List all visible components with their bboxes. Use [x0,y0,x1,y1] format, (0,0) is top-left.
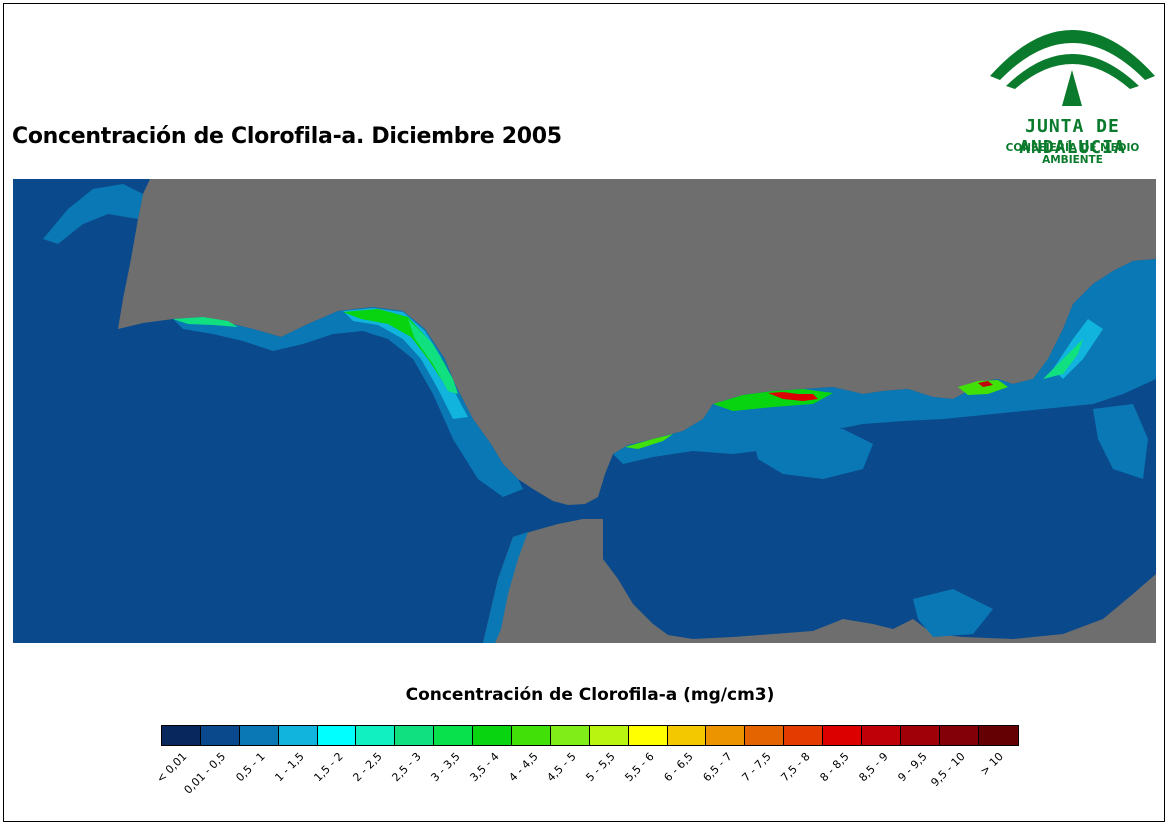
legend-swatch [512,726,551,745]
legend-swatch [434,726,474,745]
legend-label: 4,5 - 5 [544,750,580,785]
legend-label: 3 - 3,5 [428,750,463,785]
legend-label: 0,01 - 0,5 [181,750,229,797]
legend-label: 6 - 6,5 [661,750,696,785]
map-title: Concentración de Clorofila-a. Diciembre … [12,124,562,149]
legend-label: 7,5 - 8 [778,750,813,785]
legend-label: 0,5 - 1 [233,750,268,785]
figure-frame [3,3,1165,822]
coastal-band-huelva [173,317,238,327]
legend-swatch [395,726,435,745]
legend-swatch [628,726,668,745]
legend-swatch [900,726,940,745]
logo-name: JUNTA DE ANDALUCIA [1019,116,1126,158]
legend-label: 1 - 1,5 [272,750,307,785]
legend-title: Concentración de Clorofila-a (mg/cm3) [405,685,775,705]
chl-high-malaga [625,434,673,449]
legend-label: 8 - 8,5 [817,750,852,785]
legend-swatch [823,726,863,745]
land-morocco [483,519,1156,643]
legend-label: 7 - 7,5 [739,750,774,785]
chlorophyll-map [13,179,1156,643]
legend-swatch [862,726,901,745]
legend-swatch [667,726,707,745]
legend-label: 9 - 9,5 [894,750,930,785]
legend-swatch [473,726,513,745]
legend-swatch [239,726,279,745]
chl-peak-almeria [978,381,993,387]
chl-med-cadiz [408,319,458,394]
legend-swatch [550,726,590,745]
legend-swatch [162,726,201,745]
legend-color-bar [161,725,1019,746]
junta-andalucia-logo: JUNTA DE ANDALUCIA CONSEJERÍA DE MEDIO A… [980,14,1165,166]
legend-label: > 10 [978,750,1007,779]
open-sea-patch-3 [1093,404,1148,479]
legend-label: 9,5 - 10 [928,750,969,790]
legend-swatch [978,726,1018,745]
chl-high-almeria [958,380,1008,395]
legend-label: 1,5 - 2 [311,750,346,785]
legend-swatch [939,726,979,745]
legend-label: 2,5 - 3 [389,750,424,785]
legend-swatch [784,726,824,745]
logo-subtitle: CONSEJERÍA DE MEDIO AMBIENTE [1005,142,1140,166]
legend-label: 8,5 - 9 [856,750,891,785]
open-sea-patch-2 [913,589,993,637]
legend-swatch [589,726,629,745]
legend-swatch [278,726,318,745]
legend-label: 5 - 5,5 [583,750,619,785]
atlantic-patch-north [43,184,143,244]
legend-swatch [200,726,240,745]
legend-label: 2 - 2,5 [350,750,385,785]
legend-swatch [745,726,785,745]
open-sea-patch-1 [753,429,873,479]
legend-label: 6,5 - 7 [700,750,735,785]
legend-label: 3,5 - 4 [467,750,502,785]
chl-peak-motril [768,392,818,401]
logo-emblem-icon [990,30,1155,106]
legend-swatch [356,726,396,745]
legend-swatch [317,726,357,745]
land-spain [118,179,1156,505]
legend-label: 5,5 - 6 [622,750,657,785]
coastal-band-morocco [483,532,528,643]
chl-high-cape [1043,339,1083,379]
coastal-band-alboran [613,259,1156,464]
legend-swatch [706,726,746,745]
legend-label: 4 - 4,5 [505,750,541,785]
